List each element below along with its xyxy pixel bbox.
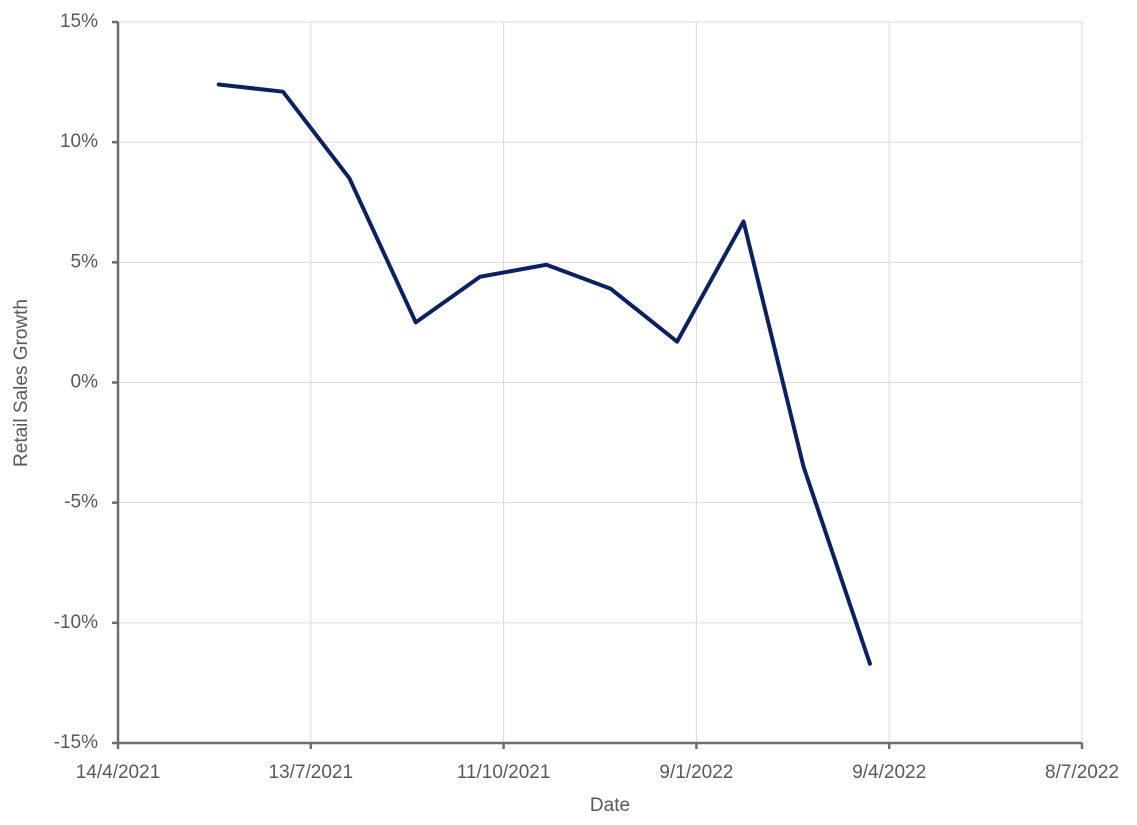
y-tick-label: -5% xyxy=(64,492,98,513)
y-tick-label: 0% xyxy=(71,372,99,393)
x-tick-label: 9/1/2022 xyxy=(659,762,733,783)
y-tick-label: -10% xyxy=(54,612,98,633)
y-tick-label: -15% xyxy=(54,732,98,753)
y-tick-label: 15% xyxy=(60,11,98,32)
x-tick-label: 9/4/2022 xyxy=(852,762,926,783)
y-tick-label: 10% xyxy=(60,131,98,152)
y-axis-label: Retail Sales Growth xyxy=(11,299,32,467)
x-tick-label: 14/4/2021 xyxy=(76,762,161,783)
y-tick-label: 5% xyxy=(71,251,99,272)
x-axis-label: Date xyxy=(590,795,630,816)
x-tick-label: 13/7/2021 xyxy=(269,762,354,783)
data-line xyxy=(216,82,872,666)
x-tick-label: 11/10/2021 xyxy=(457,762,551,783)
x-tick-label: 8/7/2022 xyxy=(1045,762,1119,783)
